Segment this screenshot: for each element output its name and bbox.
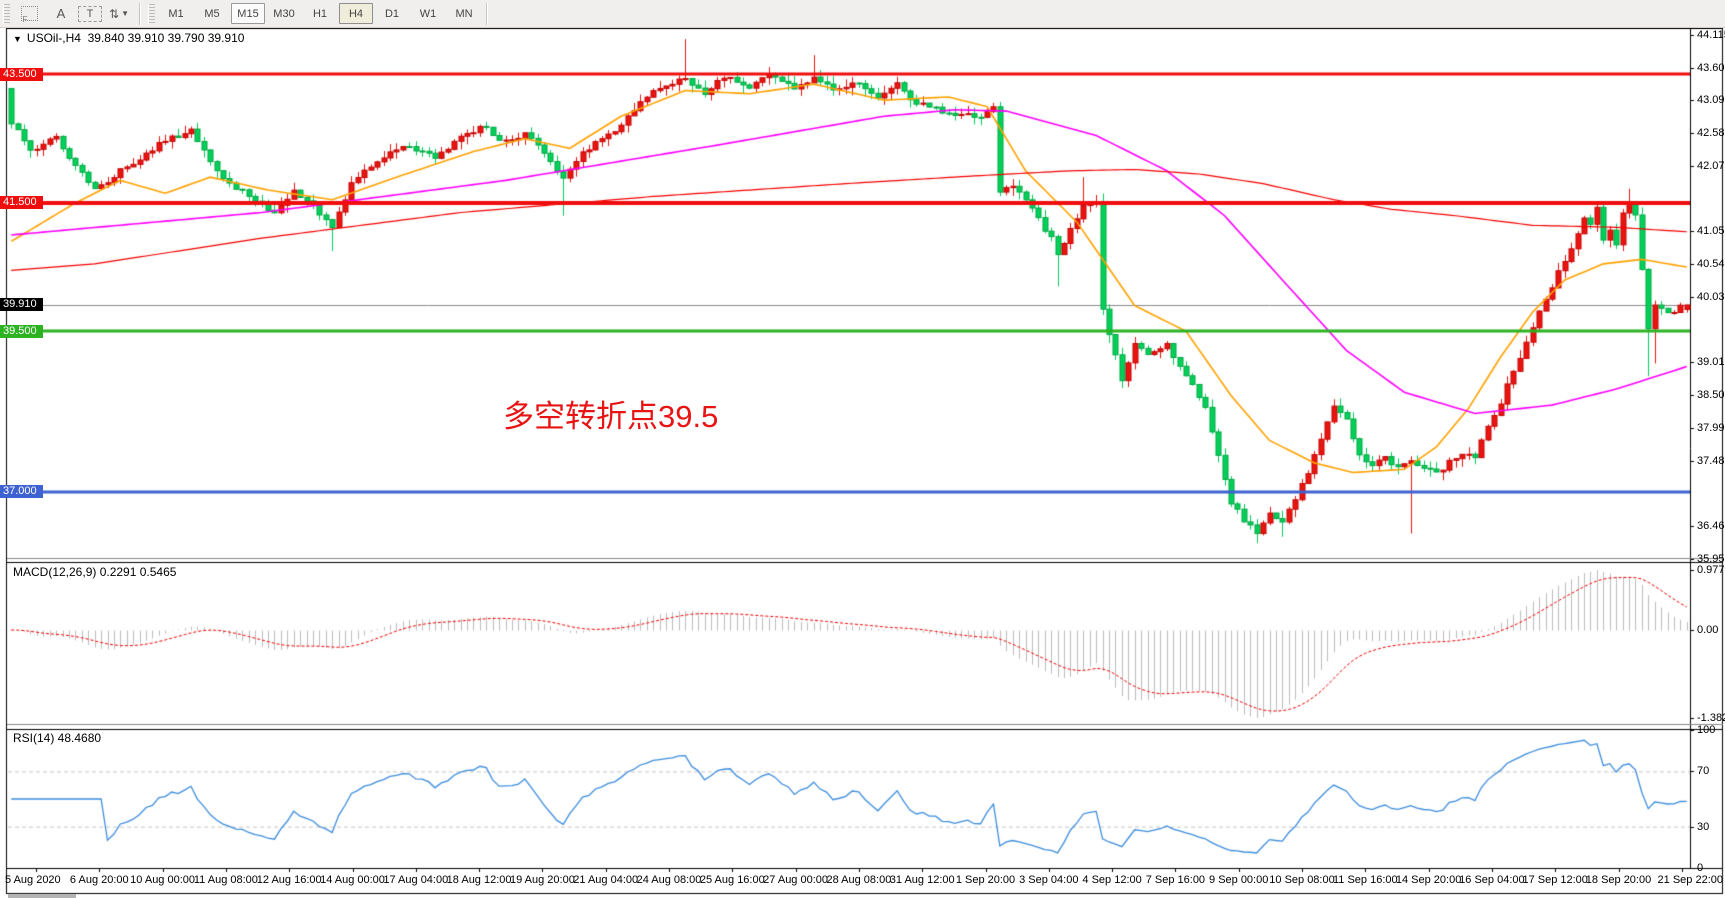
- time-axis-label: 24 Aug 08:00: [636, 874, 702, 886]
- price-tick-label: 41.055: [1697, 225, 1725, 238]
- timeframe-buttons: M1 M5 M15 M30 H1 H4 D1 W1 MN: [158, 3, 482, 24]
- rsi-axis-label: 100: [1697, 724, 1716, 736]
- price-badge: 43.500: [0, 67, 43, 81]
- time-axis-label: 10 Sep 08:00: [1269, 874, 1335, 886]
- price-tick-label: 40.545: [1697, 258, 1725, 271]
- timeframe-button-h4[interactable]: H4: [339, 3, 373, 24]
- dropdown-arrow-icon[interactable]: ▼: [121, 9, 129, 18]
- time-axis-label: 4 Sep 12:00: [1082, 874, 1142, 886]
- text-label-icon[interactable]: A: [56, 6, 66, 21]
- time-axis-label: 5 Aug 2020: [5, 874, 61, 886]
- price-tick-label: 39.015: [1697, 356, 1725, 369]
- macd-axis-label: -1.382: [1697, 712, 1725, 724]
- price-tick-label: 43.605: [1697, 61, 1725, 74]
- time-axis-label: 6 Aug 20:00: [69, 874, 129, 886]
- horizontal-scrollbar-thumb[interactable]: [8, 894, 76, 898]
- toolbar-grip[interactable]: [148, 3, 155, 24]
- rsi-axis-label: 30: [1697, 820, 1710, 833]
- toolbar-separator: [139, 2, 141, 25]
- time-axis-label: 1 Sep 20:00: [955, 874, 1016, 886]
- text-box-icon[interactable]: T: [78, 5, 102, 22]
- time-axis-label: 11 Aug 08:00: [193, 874, 258, 886]
- time-axis-label: 28 Aug 08:00: [826, 874, 892, 886]
- price-tick-label: 42.585: [1697, 127, 1725, 140]
- chart-dropdown-icon[interactable]: ▼: [13, 34, 22, 44]
- time-axis-label: 21 Sep 22:00: [1657, 874, 1723, 886]
- price-tick-label: 42.075: [1697, 159, 1725, 172]
- timeframe-button-m5[interactable]: M5: [204, 7, 220, 20]
- price-badge: 41.500: [0, 196, 43, 210]
- timeframe-button-d1[interactable]: D1: [384, 7, 400, 20]
- time-axis-label: 9 Sep 00:00: [1209, 874, 1269, 886]
- price-tick-label: 44.115: [1697, 29, 1725, 41]
- price-badge: 39.910: [0, 298, 43, 312]
- price-badge: 37.000: [0, 485, 43, 499]
- time-axis-label: 3 Sep 04:00: [1019, 874, 1079, 886]
- timeframe-button-h1[interactable]: H1: [312, 7, 328, 20]
- time-axis-label: 7 Sep 16:00: [1145, 874, 1206, 886]
- time-axis-label: 27 Aug 00:00: [763, 874, 829, 886]
- time-axis-label: 31 Aug 12:00: [889, 874, 955, 886]
- time-axis-label: 18 Sep 20:00: [1585, 874, 1652, 886]
- price-tick-label: 37.995: [1697, 421, 1725, 434]
- toolbar-grip[interactable]: [3, 3, 10, 24]
- time-axis-label: 17 Sep 12:00: [1522, 874, 1588, 886]
- rsi-axis-label: 70: [1697, 765, 1710, 778]
- timeframe-button-w1[interactable]: W1: [419, 7, 437, 20]
- macd-label: MACD(12,26,9) 0.2291 0.5465: [13, 565, 177, 579]
- chart-title[interactable]: ▼ USOil-,H4 39.840 39.910 39.790 39.910: [13, 31, 244, 45]
- price-tick-label: 38.505: [1697, 389, 1725, 402]
- macd-axis-label: 0.00: [1697, 624, 1719, 636]
- time-axis-label: 12 Aug 16:00: [256, 874, 322, 886]
- price-tick-label: 43.095: [1697, 94, 1725, 107]
- macd-axis-label: 0.9779: [1697, 564, 1725, 576]
- templates-grid-icon[interactable]: F: [14, 3, 44, 25]
- chart-symbol: USOil-,H4: [26, 31, 81, 45]
- rsi-label: RSI(14) 48.4680: [13, 731, 102, 745]
- price-tick-label: 37.485: [1697, 454, 1725, 467]
- price-tick-label: 36.465: [1697, 520, 1725, 533]
- time-axis-label: 19 Aug 20:00: [509, 874, 575, 886]
- price-tick-label: 35.955: [1697, 552, 1725, 565]
- rsi-axis-label: 0: [1697, 862, 1704, 874]
- price-tick-label: 40.035: [1697, 290, 1725, 303]
- cursor-mode-icon[interactable]: ⇅ ▼: [109, 6, 129, 21]
- chart-ohlc-values: 39.840 39.910 39.790 39.910: [87, 31, 245, 45]
- time-axis-label: 21 Aug 04:00: [573, 874, 639, 886]
- chart-annotation-text: 多空转折点39.5: [503, 399, 719, 434]
- timeframe-button-mn[interactable]: MN: [455, 7, 473, 20]
- timeframe-button-m1[interactable]: M1: [168, 7, 184, 20]
- toolbar-separator: [486, 2, 488, 25]
- price-badge: 39.500: [0, 324, 43, 338]
- timeframe-button-m15[interactable]: M15: [231, 3, 265, 24]
- time-axis-label: 16 Sep 04:00: [1459, 874, 1525, 886]
- time-axis-label: 18 Aug 12:00: [446, 874, 512, 886]
- time-axis-label: 14 Aug 00:00: [320, 874, 385, 886]
- time-axis-label: 10 Aug 00:00: [130, 874, 196, 886]
- timeframe-button-m30[interactable]: M30: [273, 7, 295, 20]
- time-axis-label: 14 Sep 20:00: [1395, 874, 1462, 886]
- time-axis-label: 25 Aug 16:00: [699, 874, 765, 886]
- time-axis-label: 11 Sep 16:00: [1332, 874, 1398, 886]
- time-axis-label: 17 Aug 04:00: [383, 874, 449, 886]
- toolbar: F A T ⇅ ▼ M1 M5 M15 M30 H1 H4 D1 W1 MN: [0, 0, 1725, 28]
